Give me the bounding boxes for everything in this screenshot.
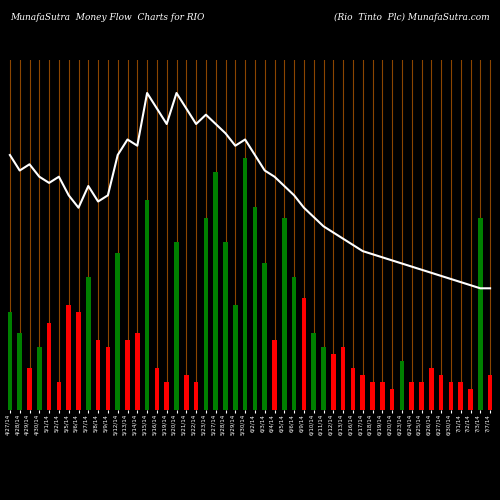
- Bar: [322, 347, 326, 410]
- Bar: [194, 382, 198, 410]
- Bar: [331, 354, 336, 410]
- Bar: [302, 298, 306, 410]
- Bar: [56, 382, 61, 410]
- Bar: [37, 347, 42, 410]
- Bar: [47, 322, 52, 410]
- Bar: [370, 382, 374, 410]
- Text: (Rio  Tinto  Plc) MunafaSutra.com: (Rio Tinto Plc) MunafaSutra.com: [334, 12, 490, 22]
- Bar: [468, 389, 472, 410]
- Bar: [478, 218, 482, 410]
- Bar: [86, 277, 90, 410]
- Bar: [135, 333, 140, 410]
- Bar: [224, 242, 228, 410]
- Bar: [76, 312, 80, 410]
- Bar: [360, 375, 365, 410]
- Bar: [66, 305, 71, 410]
- Bar: [448, 382, 453, 410]
- Bar: [380, 382, 384, 410]
- Bar: [400, 361, 404, 410]
- Bar: [420, 382, 424, 410]
- Bar: [116, 252, 120, 410]
- Bar: [272, 340, 276, 410]
- Bar: [262, 263, 267, 410]
- Bar: [312, 333, 316, 410]
- Bar: [390, 389, 394, 410]
- Text: MunafaSutra  Money Flow  Charts for RIO: MunafaSutra Money Flow Charts for RIO: [10, 12, 204, 22]
- Bar: [292, 277, 296, 410]
- Bar: [126, 340, 130, 410]
- Bar: [106, 347, 110, 410]
- Bar: [154, 368, 159, 410]
- Bar: [233, 305, 237, 410]
- Bar: [243, 158, 248, 410]
- Bar: [429, 368, 434, 410]
- Bar: [350, 368, 355, 410]
- Bar: [282, 218, 286, 410]
- Bar: [458, 382, 463, 410]
- Bar: [488, 375, 492, 410]
- Bar: [18, 333, 22, 410]
- Bar: [252, 207, 257, 410]
- Bar: [341, 347, 345, 410]
- Bar: [214, 172, 218, 410]
- Bar: [164, 382, 169, 410]
- Bar: [28, 368, 32, 410]
- Bar: [145, 200, 150, 410]
- Bar: [410, 382, 414, 410]
- Bar: [184, 375, 188, 410]
- Bar: [439, 375, 444, 410]
- Bar: [204, 218, 208, 410]
- Bar: [8, 312, 12, 410]
- Bar: [96, 340, 100, 410]
- Bar: [174, 242, 178, 410]
